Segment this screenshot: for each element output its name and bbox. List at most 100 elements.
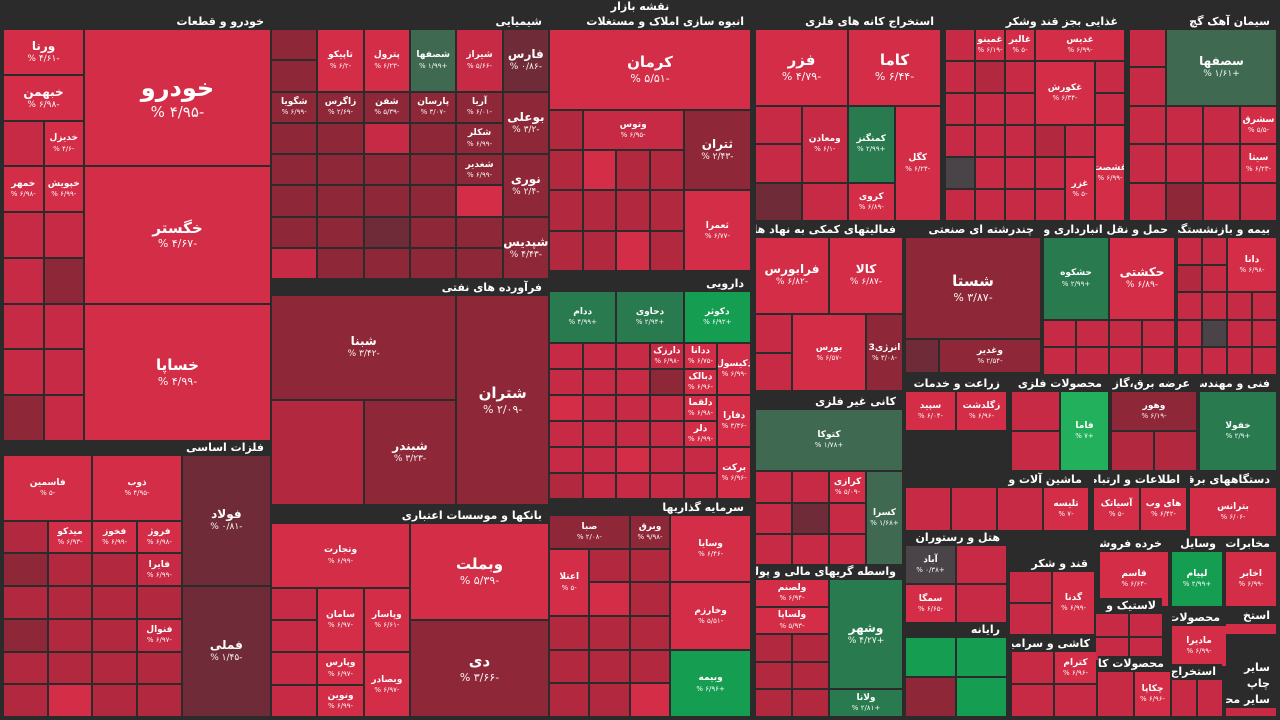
stock-tile-unlabeled[interactable] <box>1036 126 1064 156</box>
stock-tile-unlabeled[interactable] <box>4 121 43 166</box>
stock-tile-unlabeled[interactable] <box>1110 348 1141 374</box>
stock-tile-unlabeled[interactable] <box>1253 320 1276 347</box>
stock-tile-unlabeled[interactable] <box>590 549 629 582</box>
stock-tile-unlabeled[interactable] <box>957 638 1006 676</box>
stock-tile-unlabeled[interactable] <box>1055 685 1096 716</box>
stock-tile-unlabeled[interactable] <box>976 158 1004 188</box>
stock-tile-unlabeled[interactable] <box>906 678 955 716</box>
stock-tile[interactable]: های وب -۶/۴۲ % <box>1141 488 1186 530</box>
sector-title[interactable]: سیمان آهک گچ <box>1189 15 1270 28</box>
stock-tile[interactable]: حکشتی -۶/۸۹ % <box>1110 238 1174 319</box>
stock-tile[interactable]: وخارزم -۵/۵۱ % <box>671 583 750 649</box>
stock-tile-unlabeled[interactable] <box>946 126 974 156</box>
stock-tile[interactable]: شفن -۵/۳۹ % <box>364 92 410 122</box>
stock-tile-unlabeled[interactable] <box>590 583 629 615</box>
stock-tile[interactable]: دی -۳/۶۶ % <box>411 621 548 716</box>
stock-tile-unlabeled[interactable] <box>957 585 1006 622</box>
stock-tile-unlabeled[interactable] <box>48 619 92 651</box>
stock-tile-unlabeled[interactable] <box>998 488 1042 530</box>
stock-tile[interactable]: فایرا -۶/۹۹ % <box>138 554 181 585</box>
stock-tile-unlabeled[interactable] <box>976 62 1004 92</box>
stock-tile-unlabeled[interactable] <box>651 422 683 446</box>
sector-title[interactable]: دستگاههای برقی <box>1190 473 1270 486</box>
stock-tile-unlabeled[interactable] <box>364 123 410 153</box>
stock-tile-unlabeled[interactable] <box>272 30 317 60</box>
stock-tile[interactable]: تلیسه -۷ % <box>1044 488 1088 530</box>
stock-tile-unlabeled[interactable] <box>4 554 47 585</box>
stock-tile[interactable]: اخابر -۶/۹۹ % <box>1226 552 1276 606</box>
stock-tile-unlabeled[interactable] <box>44 213 83 257</box>
stock-tile-unlabeled[interactable] <box>550 422 582 446</box>
stock-tile-unlabeled[interactable] <box>48 652 92 684</box>
sector-title[interactable]: کانی غیر فلزی <box>815 395 896 408</box>
stock-tile[interactable]: دفارا -۳/۳۶ % <box>718 396 750 446</box>
stock-tile[interactable]: غدیس -۶/۹۹ % <box>1036 30 1124 60</box>
stock-tile-unlabeled[interactable] <box>756 353 791 390</box>
stock-tile-unlabeled[interactable] <box>651 396 683 420</box>
stock-tile[interactable]: ثعمرا -۶/۷۷ % <box>684 191 750 270</box>
stock-tile[interactable]: غالبر -۵ % <box>1006 30 1034 60</box>
stock-tile-unlabeled[interactable] <box>364 217 410 247</box>
stock-tile-unlabeled[interactable] <box>1010 572 1051 602</box>
stock-tile-unlabeled[interactable] <box>1143 320 1174 347</box>
stock-tile-unlabeled[interactable] <box>1178 320 1201 347</box>
stock-tile-unlabeled[interactable] <box>1006 126 1034 156</box>
stock-tile-unlabeled[interactable] <box>830 503 865 533</box>
stock-tile-unlabeled[interactable] <box>4 213 43 257</box>
stock-tile-unlabeled[interactable] <box>906 638 955 676</box>
sector-title[interactable]: دارویی <box>706 277 744 290</box>
stock-tile-unlabeled[interactable] <box>952 488 996 530</box>
stock-tile[interactable]: دارزک -۶/۹۸ % <box>651 344 683 368</box>
stock-tile-unlabeled[interactable] <box>272 123 317 153</box>
stock-tile-unlabeled[interactable] <box>1096 614 1128 636</box>
stock-tile-unlabeled[interactable] <box>756 145 801 182</box>
stock-tile[interactable]: ولصنم -۶/۹۴ % <box>756 580 828 606</box>
stock-tile[interactable]: فاما +۷ % <box>1061 392 1108 470</box>
sector-title[interactable]: شیمیایی <box>495 15 542 28</box>
stock-tile-unlabeled[interactable] <box>651 474 683 498</box>
stock-tile-unlabeled[interactable] <box>1066 126 1094 156</box>
stock-tile[interactable]: فارس -۰/۸۶ % <box>503 30 548 91</box>
stock-tile-unlabeled[interactable] <box>590 616 629 649</box>
stock-tile-unlabeled[interactable] <box>364 155 410 185</box>
stock-tile-unlabeled[interactable] <box>1130 614 1162 636</box>
stock-tile[interactable]: وتوس -۶/۹۵ % <box>583 110 683 149</box>
stock-tile-unlabeled[interactable] <box>630 616 670 649</box>
stock-tile[interactable]: شپدیس -۴/۴۳ % <box>503 217 548 278</box>
stock-tile[interactable]: وسایا -۶/۴۶ % <box>671 516 750 582</box>
stock-tile[interactable]: وشهر +۴/۲۷ % <box>830 580 902 689</box>
stock-tile[interactable]: وبصادر -۶/۹۷ % <box>364 653 409 716</box>
stock-tile[interactable]: شبنا -۳/۴۲ % <box>272 296 456 399</box>
stock-tile-unlabeled[interactable] <box>550 150 582 190</box>
sector-title[interactable]: حمل و نقل انبارداری و <box>1044 223 1168 236</box>
stock-tile[interactable]: فملی -۱/۴۵ % <box>182 587 270 716</box>
stock-tile[interactable]: وهور -۶/۱۹ % <box>1112 392 1196 430</box>
stock-tile[interactable]: وبرق -۹/۹۸ % <box>630 516 670 548</box>
stock-tile[interactable]: بورس -۶/۵۷ % <box>793 315 865 390</box>
sector-title[interactable]: خودرو و قطعات <box>176 15 264 28</box>
stock-tile-unlabeled[interactable] <box>1178 265 1201 292</box>
stock-tile-unlabeled[interactable] <box>44 350 83 395</box>
sector-title[interactable]: استخراج کانه های فلزی <box>805 15 934 28</box>
stock-tile-unlabeled[interactable] <box>583 448 616 472</box>
sector-title[interactable]: سرمایه گذاریها <box>662 501 744 514</box>
stock-tile[interactable]: برکت -۶/۹۶ % <box>718 448 750 498</box>
sector-title[interactable]: فنی و مهندسی <box>1200 377 1270 390</box>
stock-tile-unlabeled[interactable] <box>48 685 92 716</box>
stock-tile-unlabeled[interactable] <box>1178 293 1201 319</box>
stock-tile-unlabeled[interactable] <box>318 186 363 216</box>
stock-tile-unlabeled[interactable] <box>1130 145 1165 182</box>
stock-tile[interactable]: زاگرس -۲/۶۹ % <box>318 92 363 122</box>
stock-tile[interactable]: وپاسار -۶/۶۱ % <box>364 588 409 652</box>
stock-tile-unlabeled[interactable] <box>1112 432 1153 470</box>
stock-tile[interactable]: دکیسول -۶/۹۹ % <box>718 344 750 394</box>
sector-title[interactable]: واسطه گریهای مالی و پولی <box>756 565 896 578</box>
stock-tile[interactable]: ونوین -۶/۹۹ % <box>318 685 363 716</box>
stock-tile-unlabeled[interactable] <box>272 621 317 652</box>
stock-tile[interactable]: خبهمن -۶/۹۸ % <box>4 75 83 120</box>
stock-tile[interactable]: خودرو -۴/۹۵ % <box>85 30 270 166</box>
stock-tile[interactable]: فخوز -۶/۹۹ % <box>93 521 136 553</box>
stock-tile[interactable]: کگل -۶/۲۴ % <box>895 106 940 220</box>
stock-tile-unlabeled[interactable] <box>4 619 47 651</box>
stock-tile[interactable]: دلر -۶/۹۹ % <box>684 422 717 446</box>
